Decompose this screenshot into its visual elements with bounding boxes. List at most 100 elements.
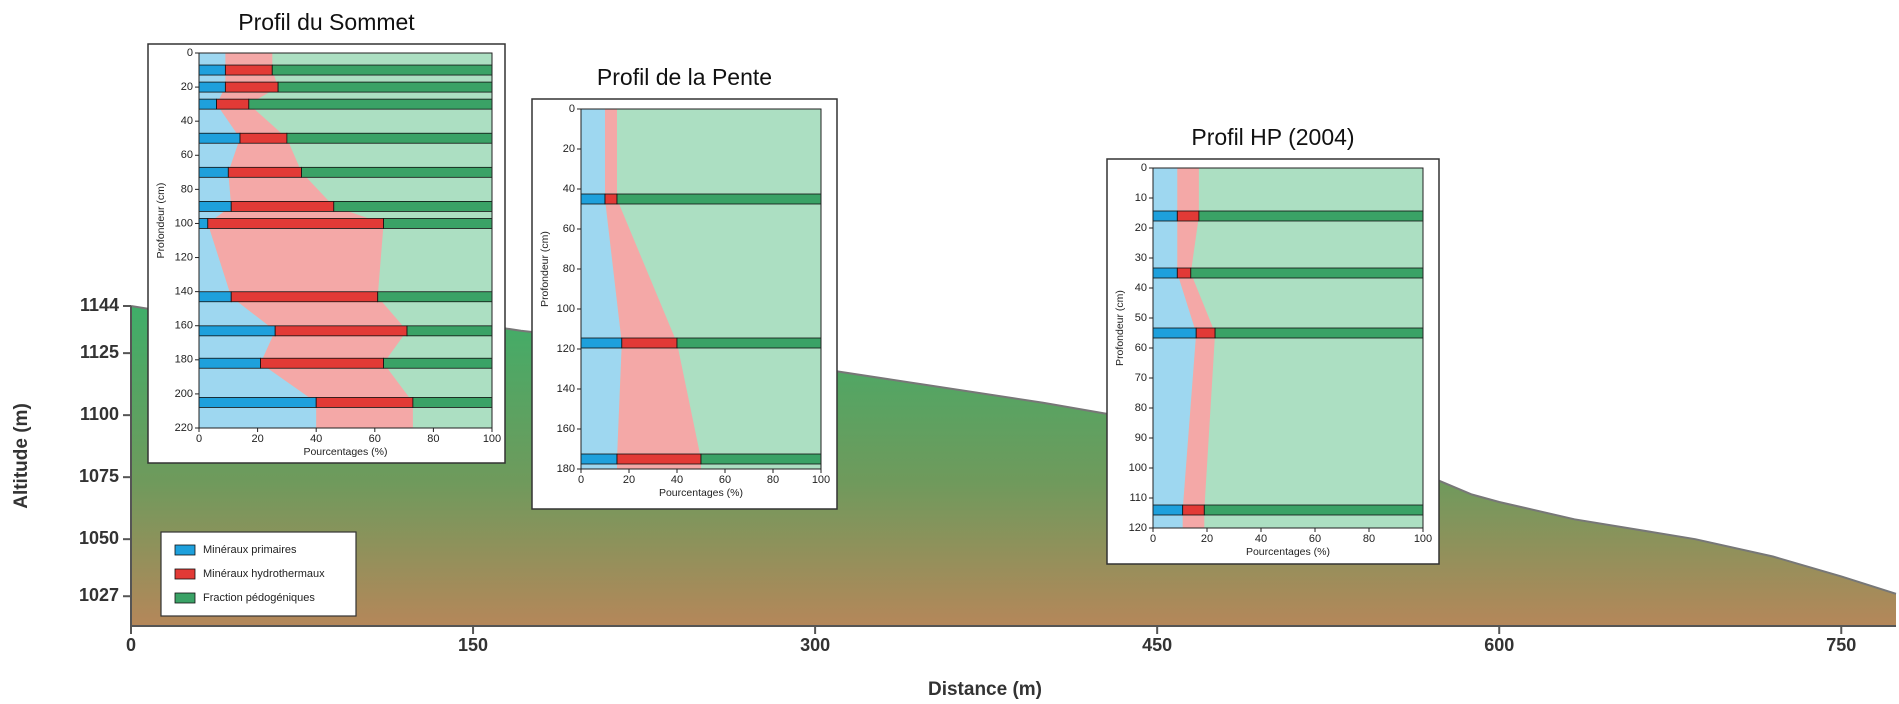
x-tick-label: 0 bbox=[196, 433, 202, 445]
bar-segment bbox=[616, 453, 702, 465]
legend-swatch bbox=[174, 568, 196, 580]
bar-segment bbox=[248, 98, 493, 110]
y-tick-label: 180 bbox=[557, 463, 575, 475]
y-tick-label: 1100 bbox=[80, 404, 119, 424]
y-tick-label: 220 bbox=[175, 422, 193, 434]
x-tick-label: 40 bbox=[310, 433, 322, 445]
bar-segment bbox=[1152, 504, 1184, 516]
bar-segment bbox=[224, 81, 279, 93]
y-tick-label: 1075 bbox=[79, 466, 119, 486]
bar-segment bbox=[383, 218, 493, 229]
x-tick-label: 150 bbox=[458, 635, 488, 655]
y-tick-label: 140 bbox=[175, 286, 193, 298]
bar-segment bbox=[580, 193, 606, 205]
y-tick-label: 100 bbox=[557, 303, 575, 315]
x-tick-label: 0 bbox=[578, 474, 584, 486]
y-axis-title: Altitude (m) bbox=[11, 403, 32, 509]
bar-segment bbox=[1176, 267, 1192, 279]
y-tick-label: 0 bbox=[187, 47, 193, 59]
legend-swatch bbox=[174, 592, 196, 604]
y-tick-label: 200 bbox=[175, 388, 193, 400]
y-axis-title: Profondeur (cm) bbox=[1114, 290, 1126, 366]
bar-segment bbox=[301, 166, 493, 178]
x-tick-label: 750 bbox=[1826, 635, 1856, 655]
bar-segment bbox=[274, 325, 408, 337]
bar-segment bbox=[198, 81, 226, 93]
y-tick-label: 1027 bbox=[79, 585, 119, 605]
legend-swatch bbox=[174, 544, 196, 556]
bar-segment bbox=[216, 98, 250, 110]
plot-border bbox=[198, 52, 493, 429]
bar-segment bbox=[580, 337, 623, 349]
bar-segment bbox=[230, 291, 379, 303]
bar-segment bbox=[1182, 504, 1205, 516]
y-tick-label: 120 bbox=[1129, 522, 1147, 534]
bar-segment bbox=[604, 193, 618, 205]
bar-segment bbox=[1190, 267, 1424, 279]
bar-segment bbox=[198, 132, 241, 144]
bar-segment bbox=[198, 397, 317, 408]
y-tick-label: 20 bbox=[1135, 222, 1147, 234]
bar-segment bbox=[1195, 327, 1216, 339]
y-tick-label: 120 bbox=[557, 343, 575, 355]
x-tick-label: 20 bbox=[623, 474, 635, 486]
bar-segment bbox=[198, 218, 209, 229]
y-tick-label: 20 bbox=[563, 143, 575, 155]
y-tick-label: 40 bbox=[563, 183, 575, 195]
y-tick-label: 40 bbox=[1135, 282, 1147, 294]
y-tick-label: 80 bbox=[1135, 402, 1147, 414]
y-tick-label: 160 bbox=[557, 423, 575, 435]
x-axis-title: Pourcentages (%) bbox=[303, 446, 387, 458]
bar-segment bbox=[198, 291, 232, 303]
bar-segment bbox=[271, 64, 493, 76]
bar-segment bbox=[224, 64, 273, 76]
bar-segment bbox=[198, 201, 232, 212]
bar-segment bbox=[406, 325, 493, 337]
y-tick-label: 140 bbox=[557, 383, 575, 395]
y-tick-label: 100 bbox=[175, 217, 193, 229]
inset-title: Profil HP (2004) bbox=[1191, 124, 1354, 150]
bar-segment bbox=[260, 357, 384, 369]
bar-segment bbox=[1176, 210, 1200, 222]
y-tick-label: 70 bbox=[1135, 372, 1147, 384]
bar-segment bbox=[621, 337, 678, 349]
x-tick-label: 600 bbox=[1484, 635, 1514, 655]
y-tick-label: 60 bbox=[563, 223, 575, 235]
x-tick-label: 60 bbox=[719, 474, 731, 486]
bar-segment bbox=[1214, 327, 1424, 339]
y-tick-label: 0 bbox=[569, 103, 575, 115]
y-tick-label: 80 bbox=[563, 263, 575, 275]
x-axis-title: Pourcentages (%) bbox=[659, 487, 743, 499]
x-tick-label: 80 bbox=[1363, 533, 1375, 545]
y-tick-label: 1125 bbox=[80, 342, 119, 362]
bar-segment bbox=[1152, 267, 1178, 279]
y-tick-label: 90 bbox=[1135, 432, 1147, 444]
y-tick-label: 60 bbox=[181, 149, 193, 161]
x-tick-label: 60 bbox=[1309, 533, 1321, 545]
bar-segment bbox=[286, 132, 493, 144]
y-tick-label: 80 bbox=[181, 183, 193, 195]
bar-segment bbox=[412, 397, 493, 408]
y-tick-label: 40 bbox=[181, 115, 193, 127]
x-tick-label: 450 bbox=[1142, 635, 1172, 655]
x-tick-label: 0 bbox=[126, 635, 136, 655]
bar-segment bbox=[230, 201, 335, 212]
y-tick-label: 0 bbox=[1141, 162, 1147, 174]
bar-segment bbox=[383, 357, 493, 369]
x-tick-label: 100 bbox=[1414, 533, 1432, 545]
y-tick-label: 100 bbox=[1129, 462, 1147, 474]
bar-segment bbox=[315, 397, 414, 408]
x-axis-title: Distance (m) bbox=[928, 679, 1042, 700]
bar-segment bbox=[1203, 504, 1424, 516]
x-axis-title: Pourcentages (%) bbox=[1246, 546, 1330, 558]
bar-segment bbox=[198, 64, 226, 76]
bar-segment bbox=[580, 453, 618, 465]
primary-area bbox=[1153, 168, 1197, 528]
bar-segment bbox=[1152, 210, 1178, 222]
x-tick-label: 40 bbox=[1255, 533, 1267, 545]
x-tick-label: 80 bbox=[767, 474, 779, 486]
bar-segment bbox=[1152, 327, 1197, 339]
y-tick-label: 50 bbox=[1135, 312, 1147, 324]
bar-segment bbox=[227, 166, 302, 178]
